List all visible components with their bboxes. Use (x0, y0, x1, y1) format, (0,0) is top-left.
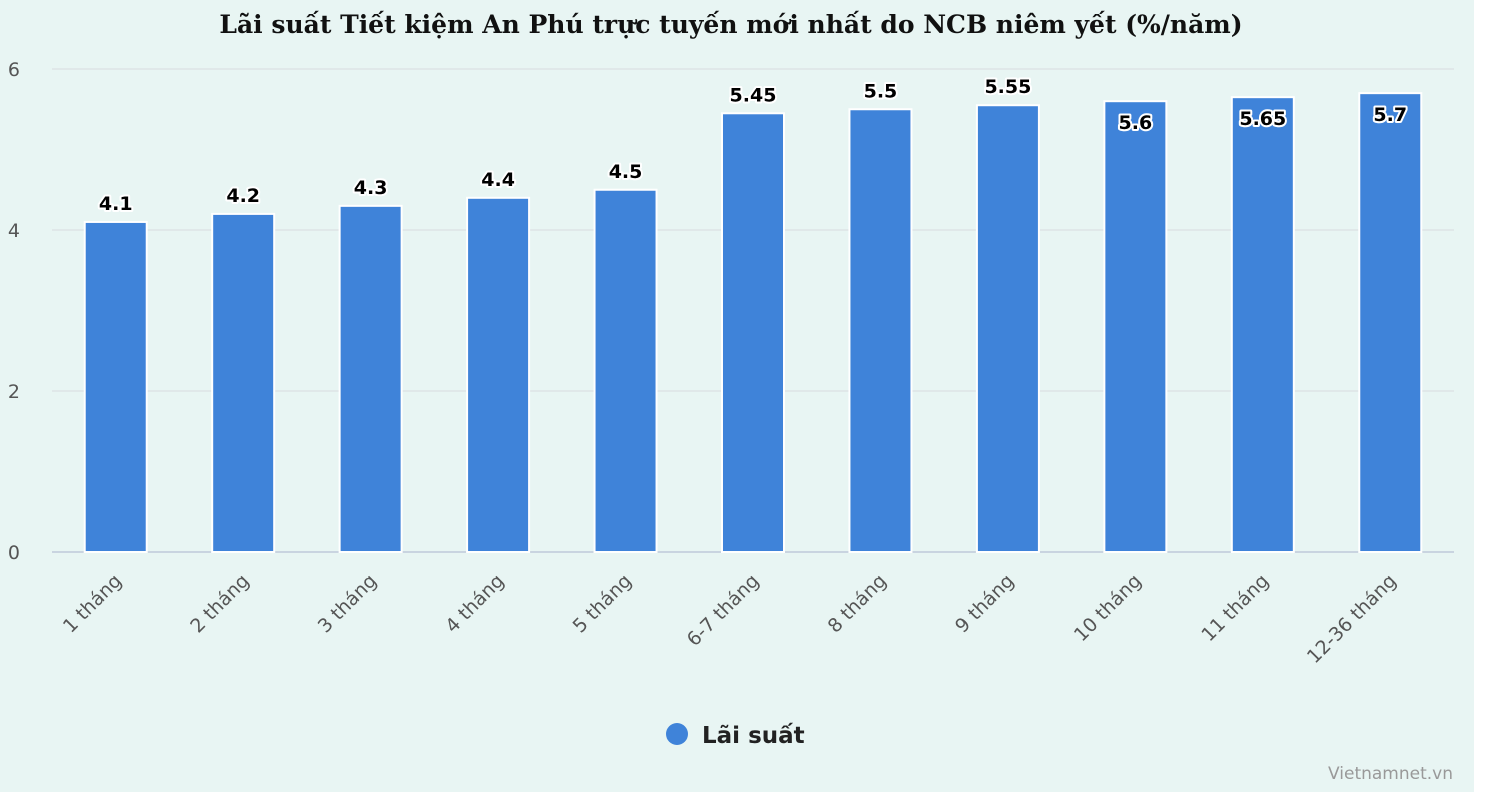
data-label: 5.55 (984, 76, 1031, 98)
bar[interactable] (975, 104, 1040, 553)
x-category-label: 6-7 tháng (683, 570, 764, 651)
bars (83, 92, 1423, 554)
bar[interactable] (338, 204, 403, 553)
legend[interactable]: Lãi suất (666, 722, 805, 749)
bar[interactable] (211, 212, 276, 553)
data-label: 4.3 (354, 177, 388, 199)
x-category-label: 9 tháng (951, 570, 1018, 637)
y-tick-label: 6 (8, 59, 20, 81)
bar[interactable] (1230, 96, 1295, 554)
data-label: 5.45 (730, 84, 777, 106)
x-category-label: 1 tháng (59, 570, 126, 637)
x-category-label: 12-36 tháng (1303, 570, 1401, 668)
x-category-label: 2 tháng (186, 570, 253, 637)
x-category-label: 4 tháng (441, 570, 508, 637)
y-axis-ticks: 0 2 4 6 (8, 59, 20, 564)
bar[interactable] (593, 188, 658, 553)
data-label: 5.6 (1119, 112, 1153, 134)
x-category-label: 8 tháng (824, 570, 891, 637)
data-label: 4.2 (226, 185, 260, 207)
data-labels: 4.1 4.2 4.3 4.4 4.5 5.45 5.5 5.55 5.6 5.65 5.7 (97, 74, 1409, 217)
x-category-label: 11 tháng (1197, 570, 1273, 646)
x-category-label: 10 tháng (1070, 570, 1146, 646)
y-tick-label: 0 (8, 542, 20, 564)
data-label: 5.7 (1373, 104, 1407, 126)
bar[interactable] (848, 108, 913, 553)
x-axis-labels: 1 tháng 2 tháng 3 tháng 4 tháng 5 tháng 6-7 t… (59, 570, 1401, 668)
x-category-label: 5 tháng (569, 570, 636, 637)
chart-title: Lãi suất Tiết kiệm An Phú trực tuyến mới… (219, 10, 1242, 39)
bar[interactable] (1358, 92, 1423, 554)
y-tick-label: 2 (8, 381, 20, 403)
legend-label[interactable]: Lãi suất (702, 722, 805, 749)
x-category-label: 3 tháng (314, 570, 381, 637)
data-label: 5.5 (864, 80, 898, 102)
bar[interactable] (83, 220, 148, 553)
bar[interactable] (721, 112, 785, 554)
legend-marker[interactable] (666, 723, 688, 745)
y-tick-label: 4 (8, 220, 20, 242)
data-label: 4.1 (99, 193, 133, 215)
credit-text[interactable]: Vietnamnet.vn (1328, 764, 1453, 784)
data-label: 4.4 (481, 169, 515, 191)
bar[interactable] (1103, 100, 1168, 553)
data-label: 4.5 (609, 161, 643, 183)
bar[interactable] (466, 196, 531, 554)
data-label: 5.65 (1239, 108, 1286, 130)
